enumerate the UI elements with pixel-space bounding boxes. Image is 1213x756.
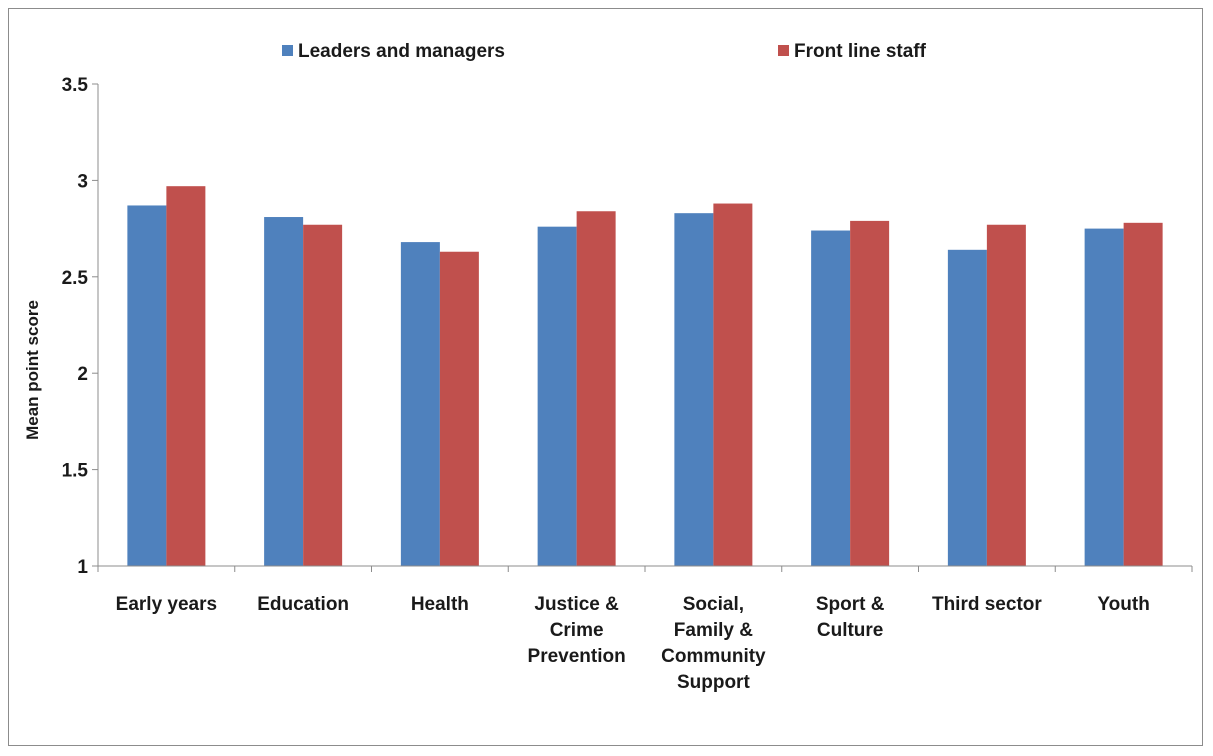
bar-front-line-5 [850,220,890,566]
x-category-label-line: Community [661,646,766,667]
legend-swatch [282,45,293,56]
x-category-label-line: Social, [683,594,744,615]
bar-leaders-5 [811,230,851,566]
x-category-label: Early years [116,594,217,615]
bar-front-line-3 [576,211,616,567]
y-tick-label: 2 [77,364,88,385]
x-category-label-line: Support [677,672,750,693]
x-category-label-line: Family & [674,620,753,641]
x-category-label: Education [257,594,349,615]
bar-leaders-0 [127,205,167,567]
legend-label: Leaders and managers [298,41,505,62]
axes [97,84,1193,572]
legend-swatch [778,45,789,56]
legend: Leaders and managers Front line staff [282,41,927,62]
bar-front-line-4 [713,203,753,566]
x-category-label-line: Culture [817,620,884,641]
bar-leaders-1 [264,217,304,567]
x-category-label-line: Education [257,594,349,615]
x-category-label-line: Justice & [534,594,619,615]
x-axis-labels: Early years Education Health Justice & Crime… [116,594,1150,693]
bar-front-line-6 [986,224,1026,566]
x-category-label-line: Third sector [932,594,1042,615]
y-tick-label: 2.5 [62,268,89,289]
bar-leaders-3 [537,226,577,566]
legend-label: Front line staff [794,41,927,62]
x-category-label-line: Health [411,594,469,615]
y-tick-label: 3 [77,171,88,192]
x-category-label: Youth [1097,594,1149,615]
bar-front-line-7 [1123,222,1163,567]
bar-leaders-7 [1084,228,1124,566]
y-axis-ticks: 1 1.5 2 2.5 3 3.5 [62,75,98,578]
x-category-label-line: Early years [116,594,217,615]
bar-front-line-2 [439,251,479,566]
x-category-label: Third sector [932,594,1042,615]
y-tick-label: 1 [77,557,88,578]
y-tick-label: 3.5 [62,75,89,96]
x-category-label: Justice & Crime Prevention [528,594,626,667]
bar-leaders-2 [400,242,440,566]
bars [127,186,1163,567]
bar-front-line-0 [166,186,206,566]
x-category-label: Social, Family & Community Support [661,594,766,693]
x-category-label-line: Prevention [528,646,626,667]
x-category-label: Health [411,594,469,615]
bar-leaders-4 [674,213,714,566]
x-category-label-line: Sport & [816,594,885,615]
bar-front-line-1 [303,224,343,566]
x-category-label: Sport & Culture [816,594,885,641]
y-axis-title: Mean point score [23,300,42,440]
x-category-label-line: Youth [1097,594,1149,615]
x-category-label-line: Crime [550,620,604,641]
y-tick-label: 1.5 [62,461,89,482]
bar-leaders-6 [947,249,987,567]
